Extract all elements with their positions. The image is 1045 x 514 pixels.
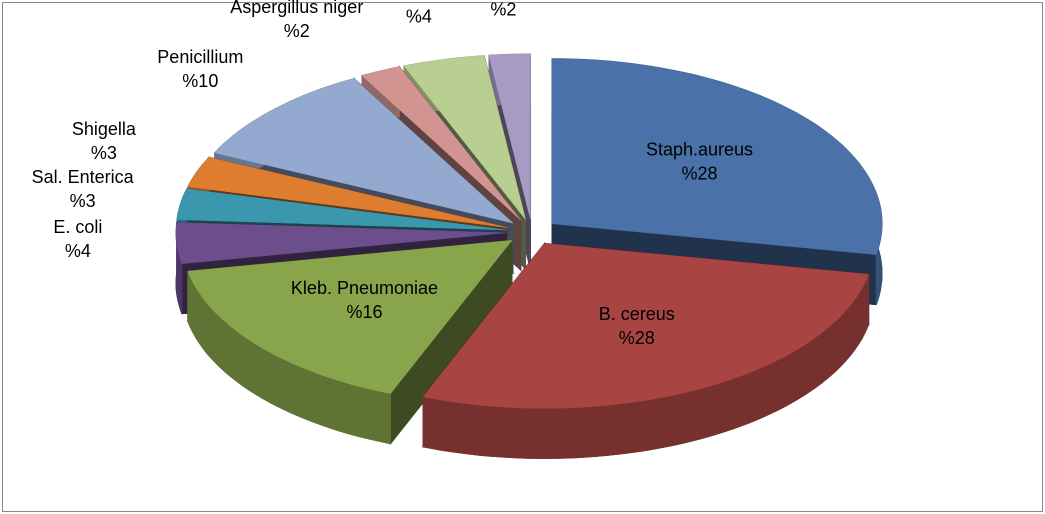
data-label: Staph.aureus %28 [646,139,753,183]
value-label: %10 [182,71,218,91]
data-label: Sal. Enterica %3 [32,167,135,211]
category-label: Sal. Enterica [32,167,135,187]
slice [551,58,883,255]
category-label: Staph.aureus [646,139,753,159]
value-label: %4 [406,6,432,26]
slice [187,239,513,394]
data-label: Kleb. Pneumoniae %16 [291,278,438,322]
data-label: Penicillium %10 [157,47,243,91]
category-label: B. cereus [599,304,675,324]
data-label: Shigella %3 [72,119,137,163]
data-label: Aspergillus niger %2 [230,0,363,41]
category-label: E. coli [53,217,102,237]
data-labels: Staph.aureus %28 B. cereus %28 Kleb. Pneumon… [32,0,753,348]
category-label: Penicillium [157,47,243,67]
slice [361,66,522,221]
category-label: Fusarium [381,0,456,2]
value-label: %2 [490,0,516,20]
data-label: B. cereus %28 [599,304,675,348]
slice-tops [175,53,883,409]
value-label: %3 [91,143,117,163]
slice [214,78,514,224]
value-label: %3 [70,191,96,211]
category-label: Aspergillus niger [230,0,363,17]
slice [175,222,507,264]
slice [187,157,508,228]
value-label: %16 [346,302,382,322]
data-label: E. coli %4 [53,217,102,261]
value-label: %2 [284,21,310,41]
category-label: Kleb. Pneumoniae [291,278,438,298]
data-label: Fusarium %4 [381,0,456,26]
value-label: %28 [619,328,655,348]
category-label: Shigella [72,119,137,139]
value-label: %4 [65,241,91,261]
slice [403,55,526,220]
value-label: %28 [681,163,717,183]
slice [176,188,507,231]
data-label: Mucor%2 [490,0,516,20]
slice [488,53,531,220]
slice [422,243,870,409]
